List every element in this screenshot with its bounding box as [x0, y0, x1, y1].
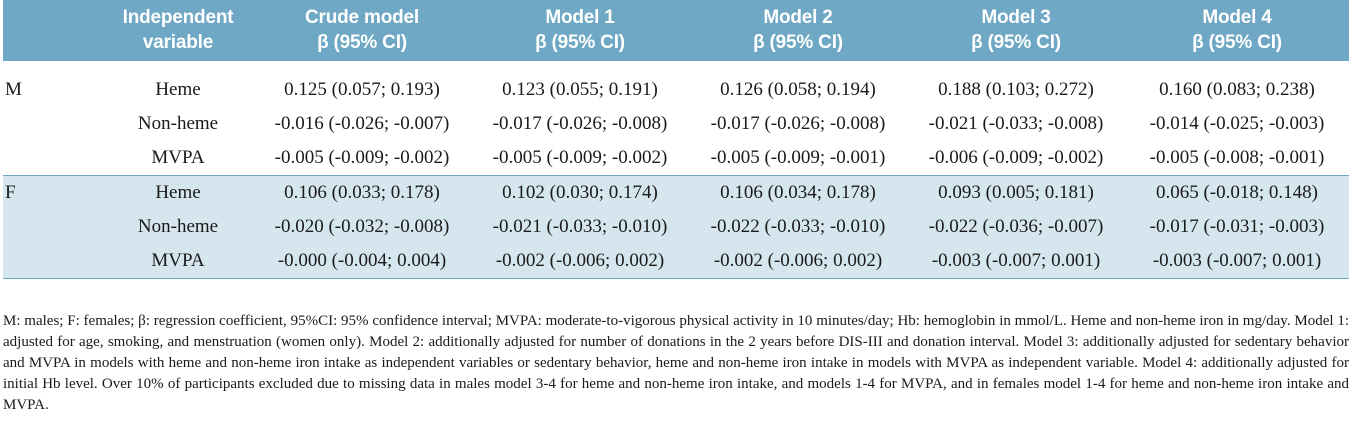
table-cell: 0.106 (0.033; 0.178): [253, 175, 471, 210]
table-cell: -0.003 (-0.007; 0.001): [907, 244, 1125, 279]
table-cell: -0.021 (-0.033; -0.010): [492, 216, 668, 237]
group-females: F Heme 0.106 (0.033; 0.178) 0.102 (0.030…: [3, 175, 1349, 279]
regression-table-figure: Independent variable Crude model β (95% …: [3, 0, 1349, 413]
table-cell: 0.160 (0.083; 0.238): [1159, 79, 1315, 100]
table-row: MVPA -0.000 (-0.004; 0.004) -0.002 (-0.0…: [3, 244, 1349, 279]
table-cell: -0.022 (-0.033; -0.010): [710, 216, 886, 237]
variable-label: Non-heme: [137, 113, 219, 134]
header-model-4: Model 4 β (95% CI): [1125, 0, 1349, 61]
sex-label-empty: [3, 107, 103, 141]
table-cell: -0.005 (-0.009; -0.002): [274, 147, 450, 168]
header-model-stat: β (95% CI): [535, 32, 625, 53]
table-cell: -0.002 (-0.006; 0.002): [689, 244, 907, 279]
table-row: Non-heme -0.016 (-0.026; -0.007) -0.017 …: [3, 107, 1349, 141]
header-model-name: Model 1: [545, 7, 615, 28]
table-row: M Heme 0.125 (0.057; 0.193) 0.123 (0.055…: [3, 61, 1349, 107]
header-line: variable: [142, 32, 214, 53]
table-cell: -0.022 (-0.036; -0.007): [928, 216, 1104, 237]
header-model-3: Model 3 β (95% CI): [907, 0, 1125, 61]
table-cell: -0.020 (-0.032; -0.008): [274, 216, 450, 237]
table-cell: 0.123 (0.055; 0.191): [502, 79, 658, 100]
sex-label-empty: [3, 244, 103, 279]
table-cell: 0.093 (0.005; 0.181): [907, 175, 1125, 210]
table-cell: -0.003 (-0.007; 0.001): [1125, 244, 1349, 279]
table-cell: -0.014 (-0.025; -0.003): [1149, 113, 1325, 134]
table-cell: 0.065 (-0.018; 0.148): [1125, 175, 1349, 210]
sex-label-empty: [3, 210, 103, 244]
header-model-stat: β (95% CI): [1192, 32, 1282, 53]
table-cell: -0.017 (-0.026; -0.008): [492, 113, 668, 134]
sex-label: M: [5, 79, 22, 100]
variable-label: Heme: [155, 79, 201, 100]
header-line: Independent: [122, 7, 234, 28]
variable-label: Non-heme: [137, 216, 219, 237]
sex-label-empty: [3, 141, 103, 176]
header-sex: [3, 0, 103, 61]
header-model-2: Model 2 β (95% CI): [689, 0, 907, 61]
table-cell: -0.005 (-0.009; -0.002): [492, 147, 668, 168]
header-model-name: Crude model: [305, 7, 419, 28]
sex-label: F: [3, 175, 103, 210]
table-row: Non-heme -0.020 (-0.032; -0.008) -0.021 …: [3, 210, 1349, 244]
header-model-stat: β (95% CI): [317, 32, 407, 53]
header-model-name: Model 4: [1202, 7, 1272, 28]
table-row: F Heme 0.106 (0.033; 0.178) 0.102 (0.030…: [3, 175, 1349, 210]
header-independent-variable: Independent variable: [103, 0, 253, 61]
table-row: MVPA -0.005 (-0.009; -0.002) -0.005 (-0.…: [3, 141, 1349, 176]
header-model-name: Model 2: [763, 7, 833, 28]
table-cell: -0.016 (-0.026; -0.007): [274, 113, 450, 134]
table-cell: -0.005 (-0.008; -0.001): [1149, 147, 1325, 168]
table-footnote: M: males; F: females; β: regression coef…: [3, 313, 1349, 413]
header-model-name: Model 3: [981, 7, 1051, 28]
table-cell: -0.017 (-0.026; -0.008): [710, 113, 886, 134]
table-cell: -0.002 (-0.006; 0.002): [471, 244, 689, 279]
table-cell: 0.126 (0.058; 0.194): [720, 79, 876, 100]
table-cell: -0.021 (-0.033; -0.008): [928, 113, 1104, 134]
header-model-1: Model 1 β (95% CI): [471, 0, 689, 61]
table-cell: -0.017 (-0.031; -0.003): [1149, 216, 1325, 237]
table-cell: 0.125 (0.057; 0.193): [284, 79, 440, 100]
variable-label: Heme: [103, 175, 253, 210]
table-cell: -0.006 (-0.009; -0.002): [928, 147, 1104, 168]
table-cell: 0.106 (0.034; 0.178): [689, 175, 907, 210]
header-crude-model: Crude model β (95% CI): [253, 0, 471, 61]
header-model-stat: β (95% CI): [753, 32, 843, 53]
header-model-stat: β (95% CI): [971, 32, 1061, 53]
table-cell: -0.005 (-0.009; -0.001): [710, 147, 886, 168]
table-cell: -0.000 (-0.004; 0.004): [253, 244, 471, 279]
table-cell: 0.102 (0.030; 0.174): [471, 175, 689, 210]
table-cell: 0.188 (0.103; 0.272): [938, 79, 1094, 100]
header-row: Independent variable Crude model β (95% …: [3, 0, 1349, 61]
variable-label: MVPA: [151, 147, 205, 168]
table-header: Independent variable Crude model β (95% …: [3, 0, 1349, 61]
group-males: M Heme 0.125 (0.057; 0.193) 0.123 (0.055…: [3, 61, 1349, 176]
variable-label: MVPA: [103, 244, 253, 279]
regression-table: Independent variable Crude model β (95% …: [3, 0, 1349, 279]
